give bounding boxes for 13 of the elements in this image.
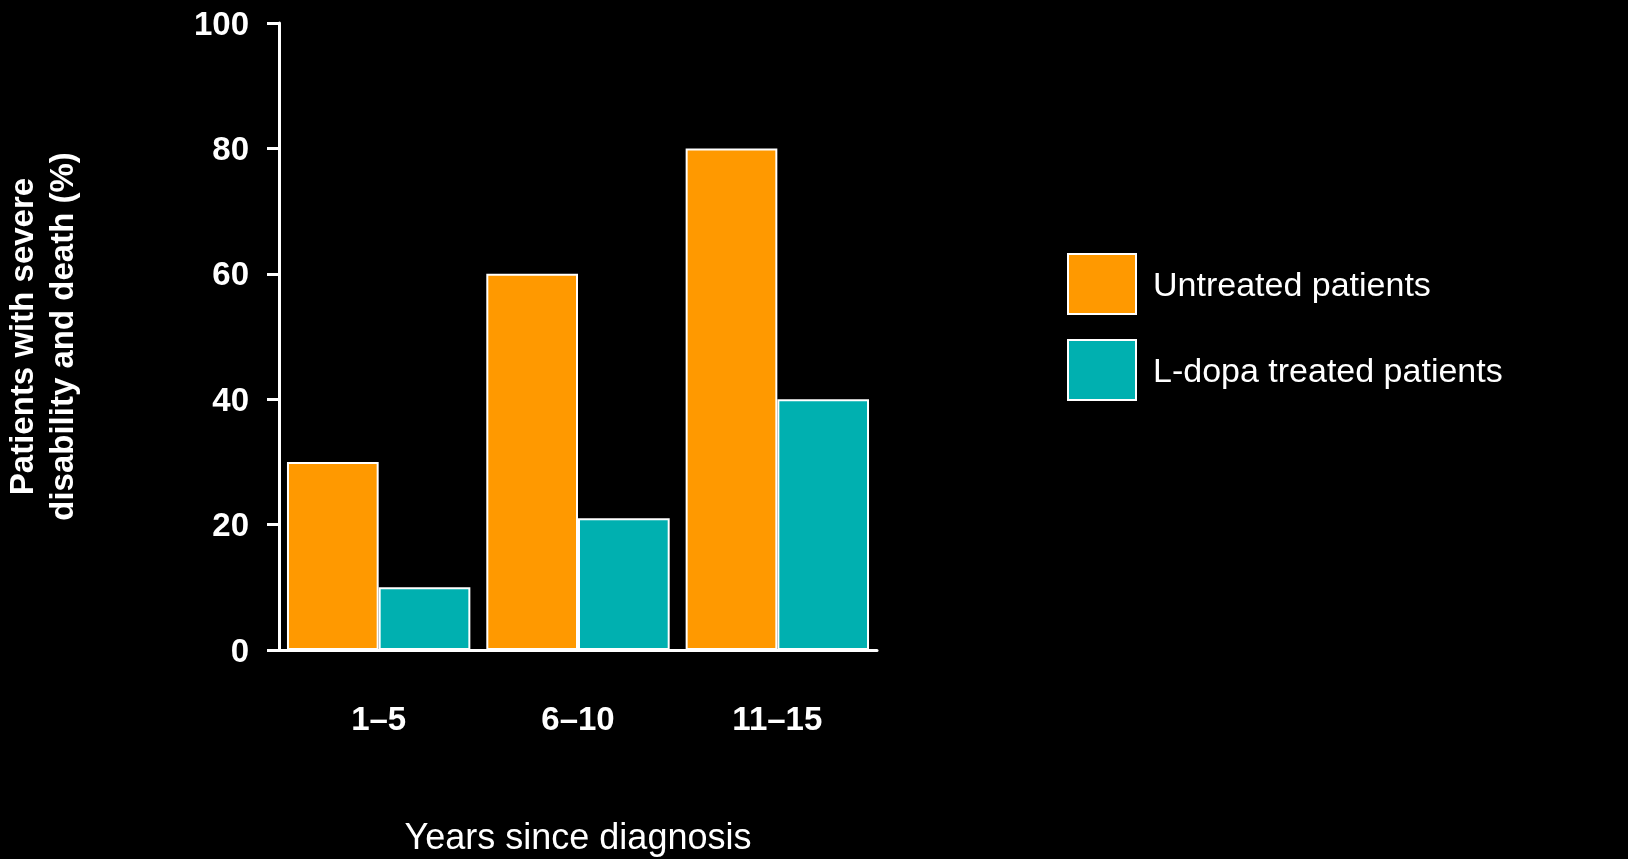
y-axis-title: Patients with severe disability and death (%) xyxy=(2,152,80,521)
legend-label: L-dopa treated patients xyxy=(1153,351,1503,389)
y-tick-label: 40 xyxy=(212,380,249,418)
x-tick-label: 11–15 xyxy=(732,700,823,737)
legend-label: Untreated patients xyxy=(1153,265,1431,303)
y-tick-label: 20 xyxy=(212,506,249,544)
x-tick-label: 1–5 xyxy=(351,700,407,737)
x-tick-label: 6–10 xyxy=(541,700,615,737)
y-tick-label: 100 xyxy=(193,4,249,42)
y-tick-label: 80 xyxy=(212,129,249,167)
y-tick-label: 60 xyxy=(212,255,249,293)
y-tick-label: 0 xyxy=(230,631,249,669)
x-axis-title: Years since diagnosis xyxy=(404,815,752,857)
